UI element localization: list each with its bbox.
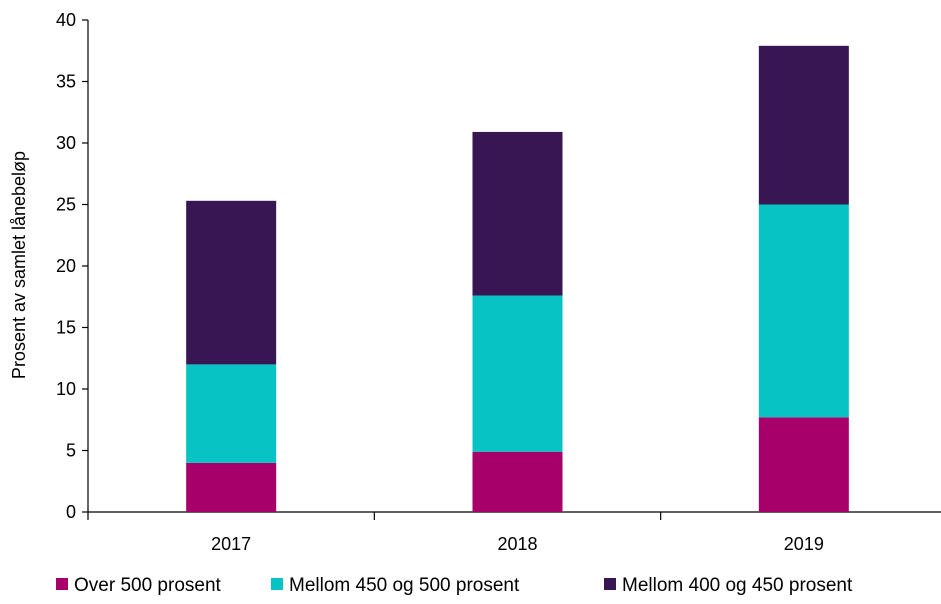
- legend-label: Mellom 400 og 450 prosent: [622, 575, 853, 596]
- y-axis: 0 5 10 15 20 25 30 35 40: [56, 10, 89, 522]
- bar-2017-series-3: [186, 200, 277, 365]
- x-tick-label: 2017: [211, 534, 251, 554]
- y-tick-label: 35: [56, 72, 76, 92]
- bar-2019-series-2: [758, 204, 849, 418]
- legend-swatch: [56, 578, 68, 590]
- legend-label: Mellom 450 og 500 prosent: [289, 575, 520, 596]
- legend-swatch: [604, 578, 616, 590]
- bars: [186, 45, 849, 512]
- x-tick-label: 2019: [784, 534, 824, 554]
- bar-2018-series-3: [472, 131, 563, 296]
- legend-label: Over 500 prosent: [74, 575, 222, 596]
- y-tick-label: 25: [56, 195, 76, 215]
- x-axis: 2017 2018 2019: [87, 511, 941, 554]
- y-tick-label: 10: [56, 379, 76, 399]
- bar-2018-series-1: [472, 451, 563, 512]
- legend: Over 500 prosent Mellom 450 og 500 prosen…: [56, 575, 853, 596]
- bar-2019-series-3: [758, 45, 849, 205]
- bar-2019-series-1: [758, 417, 849, 512]
- bar-2017-series-2: [186, 364, 277, 463]
- y-tick-label: 15: [56, 318, 76, 338]
- y-tick-label: 40: [56, 10, 76, 30]
- y-tick-label: 30: [56, 133, 76, 153]
- y-tick-label: 20: [56, 256, 76, 276]
- y-tick-label: 0: [66, 502, 76, 522]
- bar-2018-series-2: [472, 295, 563, 452]
- bar-2017-series-1: [186, 462, 277, 512]
- x-tick-label: 2018: [497, 534, 537, 554]
- y-tick-label: 5: [66, 441, 76, 461]
- y-axis-title: Prosent av samlet lånebeløp: [9, 151, 29, 379]
- legend-swatch: [271, 578, 283, 590]
